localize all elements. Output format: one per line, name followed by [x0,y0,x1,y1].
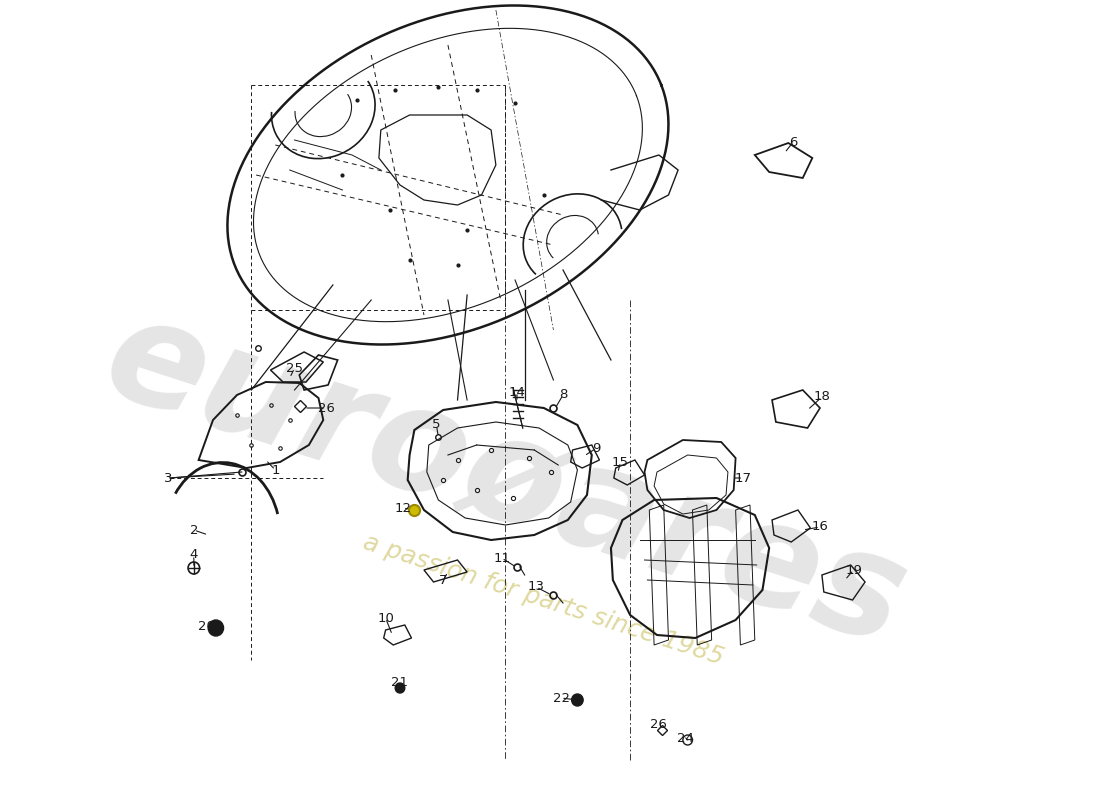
Text: 19: 19 [845,563,862,577]
Text: euroøares: euroøares [88,285,923,675]
Text: 6: 6 [789,135,797,149]
Text: 26: 26 [650,718,668,731]
Text: 26: 26 [318,402,334,414]
Text: 8: 8 [559,389,568,402]
Text: 4: 4 [189,549,198,562]
Text: 13: 13 [528,581,544,594]
Text: 1: 1 [271,463,279,477]
Text: 18: 18 [814,390,830,403]
Text: 20: 20 [198,619,214,633]
Text: 2: 2 [189,523,198,537]
Text: 3: 3 [164,471,173,485]
Text: 9: 9 [593,442,601,454]
Text: 14: 14 [508,386,526,398]
Text: 22: 22 [552,691,570,705]
Text: 24: 24 [678,731,694,745]
Text: 21: 21 [392,675,408,689]
Text: 11: 11 [493,551,510,565]
Circle shape [208,620,223,636]
Text: 15: 15 [612,455,629,469]
Text: 12: 12 [395,502,411,514]
Circle shape [572,694,583,706]
Text: 25: 25 [286,362,302,374]
Text: 7: 7 [439,574,448,586]
Text: 16: 16 [812,521,828,534]
Circle shape [395,683,405,693]
Text: 17: 17 [735,471,751,485]
Text: 10: 10 [377,611,394,625]
Text: a passion for parts since 1985: a passion for parts since 1985 [361,530,727,670]
Text: 5: 5 [432,418,441,431]
